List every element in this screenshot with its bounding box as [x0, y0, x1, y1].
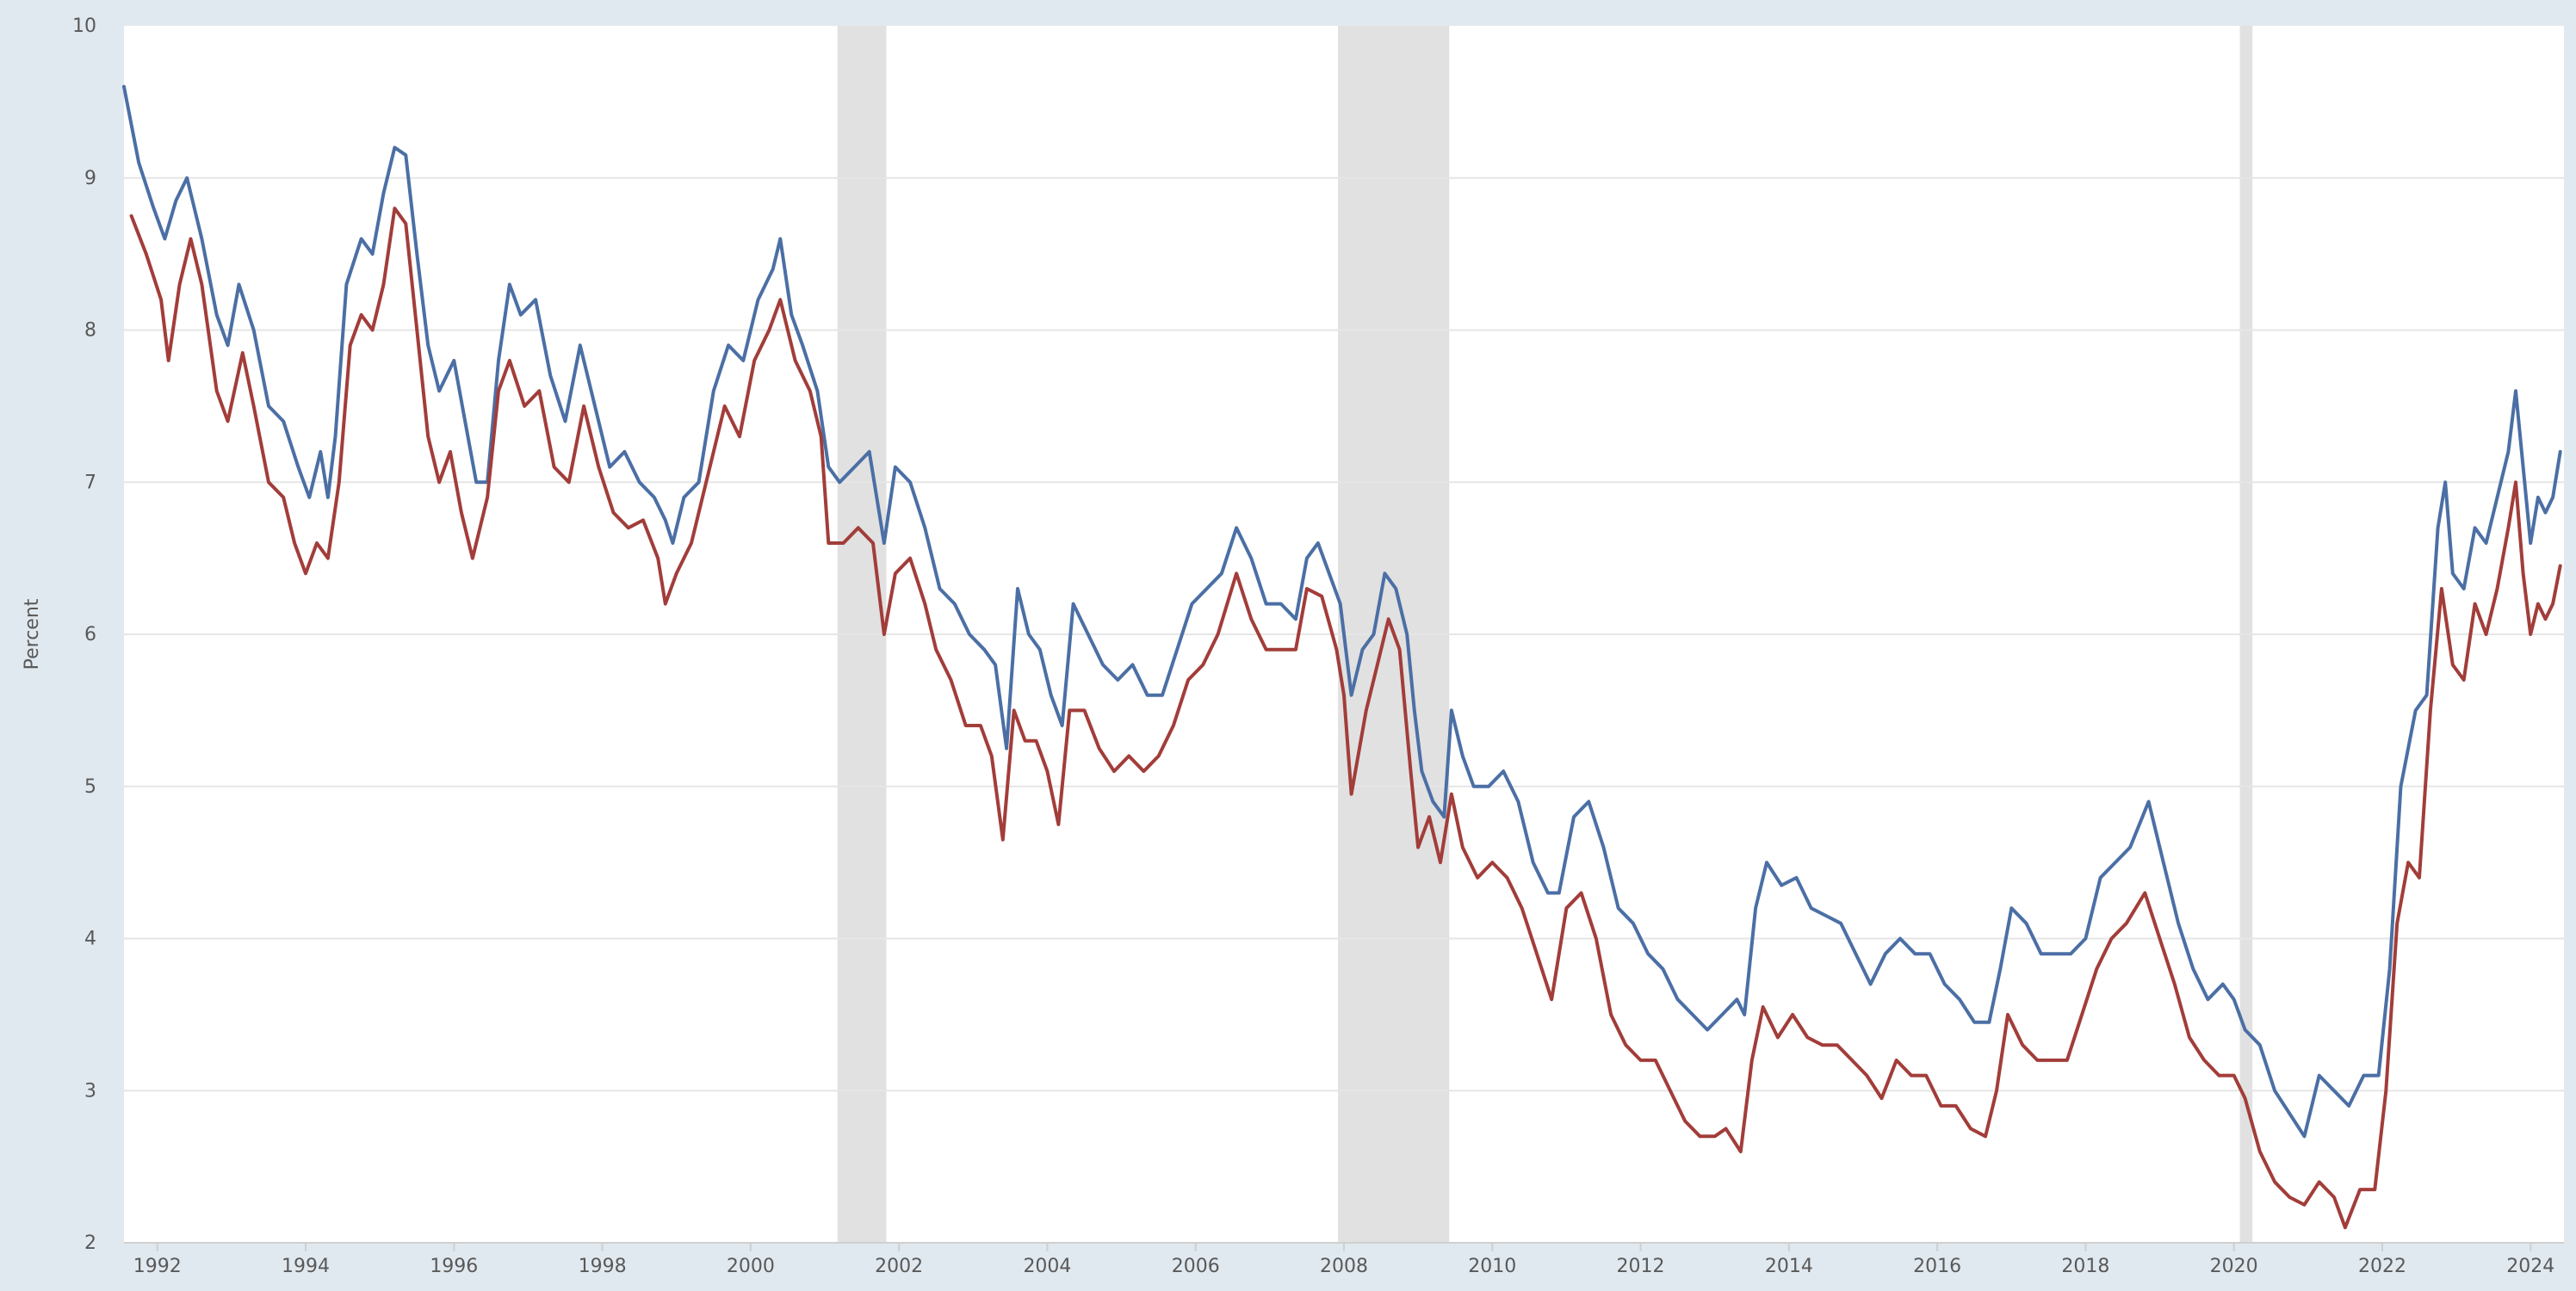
- y-tick-label: 5: [84, 776, 96, 798]
- x-tick-label: 2004: [1023, 1256, 1071, 1277]
- x-tick-label: 2024: [2506, 1256, 2554, 1277]
- y-tick-label: 3: [84, 1080, 96, 1102]
- y-axis-label: Percent: [22, 598, 43, 670]
- series-line-1: [122, 84, 2562, 1139]
- y-axis-tick-labels: 2 3 4 5 6 7 8 9 10: [72, 15, 96, 1254]
- x-tick-label: 2006: [1172, 1256, 1220, 1277]
- y-tick-label: 6: [84, 624, 96, 646]
- x-tick-label: 2002: [875, 1256, 923, 1277]
- series-line-2: [129, 207, 2562, 1230]
- y-tick-label: 8: [84, 320, 96, 342]
- y-tick-label: 10: [72, 15, 96, 37]
- x-tick-label: 2010: [1468, 1256, 1516, 1277]
- x-tick-label: 1998: [579, 1256, 627, 1277]
- x-tick-label: 2020: [2210, 1256, 2258, 1277]
- x-axis-tick-labels: 1992 1994 1996 1998 2000 2002 2004 2006 2008 2010…: [133, 1243, 2554, 1277]
- y-tick-label: 4: [84, 929, 96, 950]
- x-tick-label: 1992: [133, 1256, 182, 1277]
- x-tick-label: 2012: [1617, 1256, 1665, 1277]
- y-tick-label: 2: [84, 1232, 96, 1254]
- x-tick-label: 1996: [430, 1256, 478, 1277]
- x-tick-label: 2000: [727, 1256, 775, 1277]
- x-tick-label: 2022: [2358, 1256, 2406, 1277]
- series-lines: [122, 84, 2562, 1230]
- x-tick-label: 2018: [2061, 1256, 2109, 1277]
- x-tick-label: 1994: [282, 1256, 330, 1277]
- y-tick-label: 9: [84, 168, 96, 189]
- y-tick-label: 7: [84, 472, 96, 493]
- x-tick-label: 2014: [1765, 1256, 1813, 1277]
- x-tick-label: 2008: [1320, 1256, 1368, 1277]
- x-tick-label: 2016: [1913, 1256, 1961, 1277]
